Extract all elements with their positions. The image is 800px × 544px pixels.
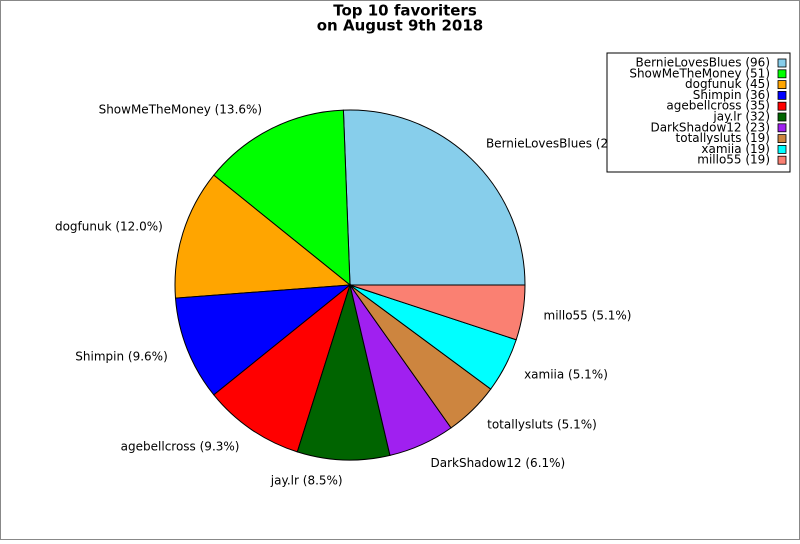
legend-label: dogfunuk (45): [685, 77, 770, 91]
pie-slice: [213, 109, 351, 287]
slice-label: dogfunuk (12.0%): [55, 219, 163, 233]
pie: BernieLovesBlues (25.6%) ShowMeTheMoney (…: [55, 102, 643, 487]
legend-label: Shimpin (36): [693, 88, 770, 102]
legend: BernieLovesBlues (96)ShowMeTheMoney (51)…: [606, 52, 791, 173]
pie-slice: [342, 109, 526, 286]
chart-title: Top 10 favoriters: [333, 2, 477, 20]
legend-swatch: [777, 155, 787, 165]
legend-box: [606, 52, 791, 173]
pie-slice: [213, 283, 351, 453]
legend-swatch: [777, 112, 787, 122]
legend-swatch: [777, 58, 787, 68]
legend-label: xamiia (19): [701, 142, 770, 156]
legend-swatch: [777, 101, 787, 111]
legend-swatch: [777, 69, 787, 79]
legend-label: jay.lr (32): [712, 110, 770, 124]
slice-label: totallysluts (5.1%): [487, 418, 597, 432]
legend-label: agebellcross (35): [666, 99, 770, 113]
legend-label: ShowMeTheMoney (51): [629, 66, 770, 80]
slice-label: jay.lr (8.5%): [270, 473, 343, 487]
legend-swatch: [777, 134, 787, 144]
pie-slice: [174, 284, 352, 396]
slice-label: DarkShadow12 (6.1%): [430, 456, 565, 470]
legend-swatch: [777, 91, 787, 100]
legend-label: BernieLovesBlues (96): [636, 56, 770, 70]
legend-swatch: [777, 144, 787, 154]
legend-label: millo55 (19): [697, 153, 770, 167]
pie-slice: [174, 174, 352, 299]
legend-label: DarkShadow12 (23): [650, 120, 770, 134]
legend-swatch: [777, 80, 787, 89]
legend-label: totallysluts (19): [676, 131, 770, 145]
slice-label: millo55 (5.1%): [544, 309, 632, 323]
slice-label: Shimpin (9.6%): [75, 350, 167, 364]
chart-subtitle: on August 9th 2018: [317, 17, 484, 35]
slice-label: agebellcross (9.3%): [121, 439, 240, 453]
pie-slice: [349, 284, 526, 341]
slice-label: xamiia (5.1%): [524, 368, 608, 382]
legend-swatch: [777, 123, 787, 133]
slice-label: ShowMeTheMoney (13.6%): [99, 102, 263, 116]
slice-label: BernieLovesBlues (25.6%): [486, 136, 643, 150]
pie-slice: [296, 283, 391, 461]
